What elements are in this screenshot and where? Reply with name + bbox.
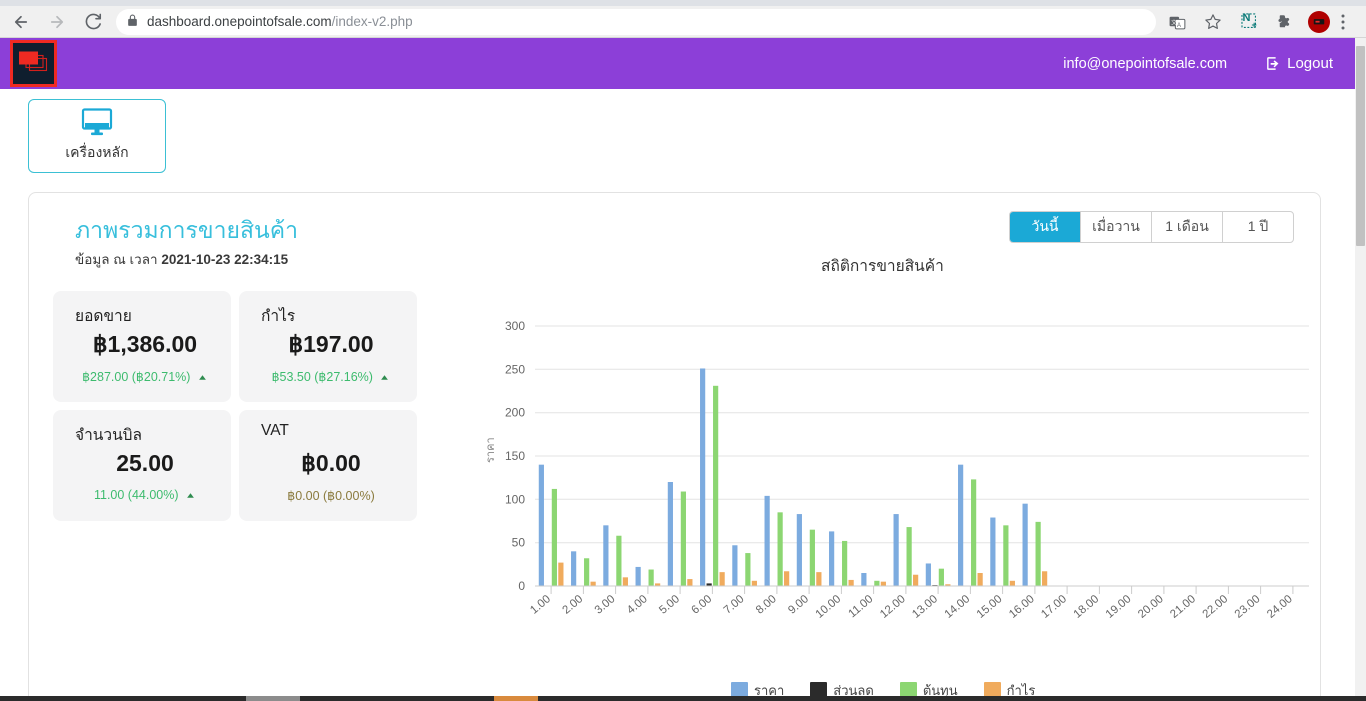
svg-text:17.00: 17.00: [1039, 593, 1069, 621]
svg-text:5.00: 5.00: [657, 593, 682, 617]
svg-text:7.00: 7.00: [722, 593, 747, 617]
svg-text:4.00: 4.00: [625, 593, 650, 617]
svg-text:3.00: 3.00: [593, 593, 618, 617]
svg-text:21.00: 21.00: [1168, 593, 1198, 621]
svg-text:1.00: 1.00: [528, 593, 553, 617]
svg-text:13.00: 13.00: [910, 593, 940, 621]
svg-text:20.00: 20.00: [1136, 593, 1166, 621]
svg-text:0: 0: [518, 579, 525, 593]
svg-text:19.00: 19.00: [1104, 593, 1134, 621]
svg-text:23.00: 23.00: [1233, 593, 1263, 621]
svg-text:14.00: 14.00: [943, 593, 973, 621]
svg-text:A: A: [1176, 23, 1180, 29]
svg-text:16.00: 16.00: [1007, 593, 1037, 621]
svg-text:250: 250: [505, 362, 525, 376]
svg-text:11.00: 11.00: [846, 593, 875, 620]
svg-text:6.00: 6.00: [689, 593, 714, 617]
svg-text:22.00: 22.00: [1201, 593, 1231, 621]
svg-text:2.00: 2.00: [560, 593, 585, 617]
svg-text:18.00: 18.00: [1072, 593, 1102, 621]
svg-text:15.00: 15.00: [975, 593, 1005, 621]
svg-text:300: 300: [505, 319, 525, 333]
svg-text:50: 50: [512, 536, 526, 550]
svg-text:200: 200: [505, 406, 525, 420]
svg-text:8.00: 8.00: [754, 593, 779, 617]
svg-text:100: 100: [505, 492, 525, 506]
svg-text:12.00: 12.00: [878, 593, 908, 621]
svg-text:10.00: 10.00: [814, 593, 844, 621]
svg-text:150: 150: [505, 449, 525, 463]
svg-text:24.00: 24.00: [1265, 593, 1295, 621]
svg-text:9.00: 9.00: [786, 593, 811, 617]
